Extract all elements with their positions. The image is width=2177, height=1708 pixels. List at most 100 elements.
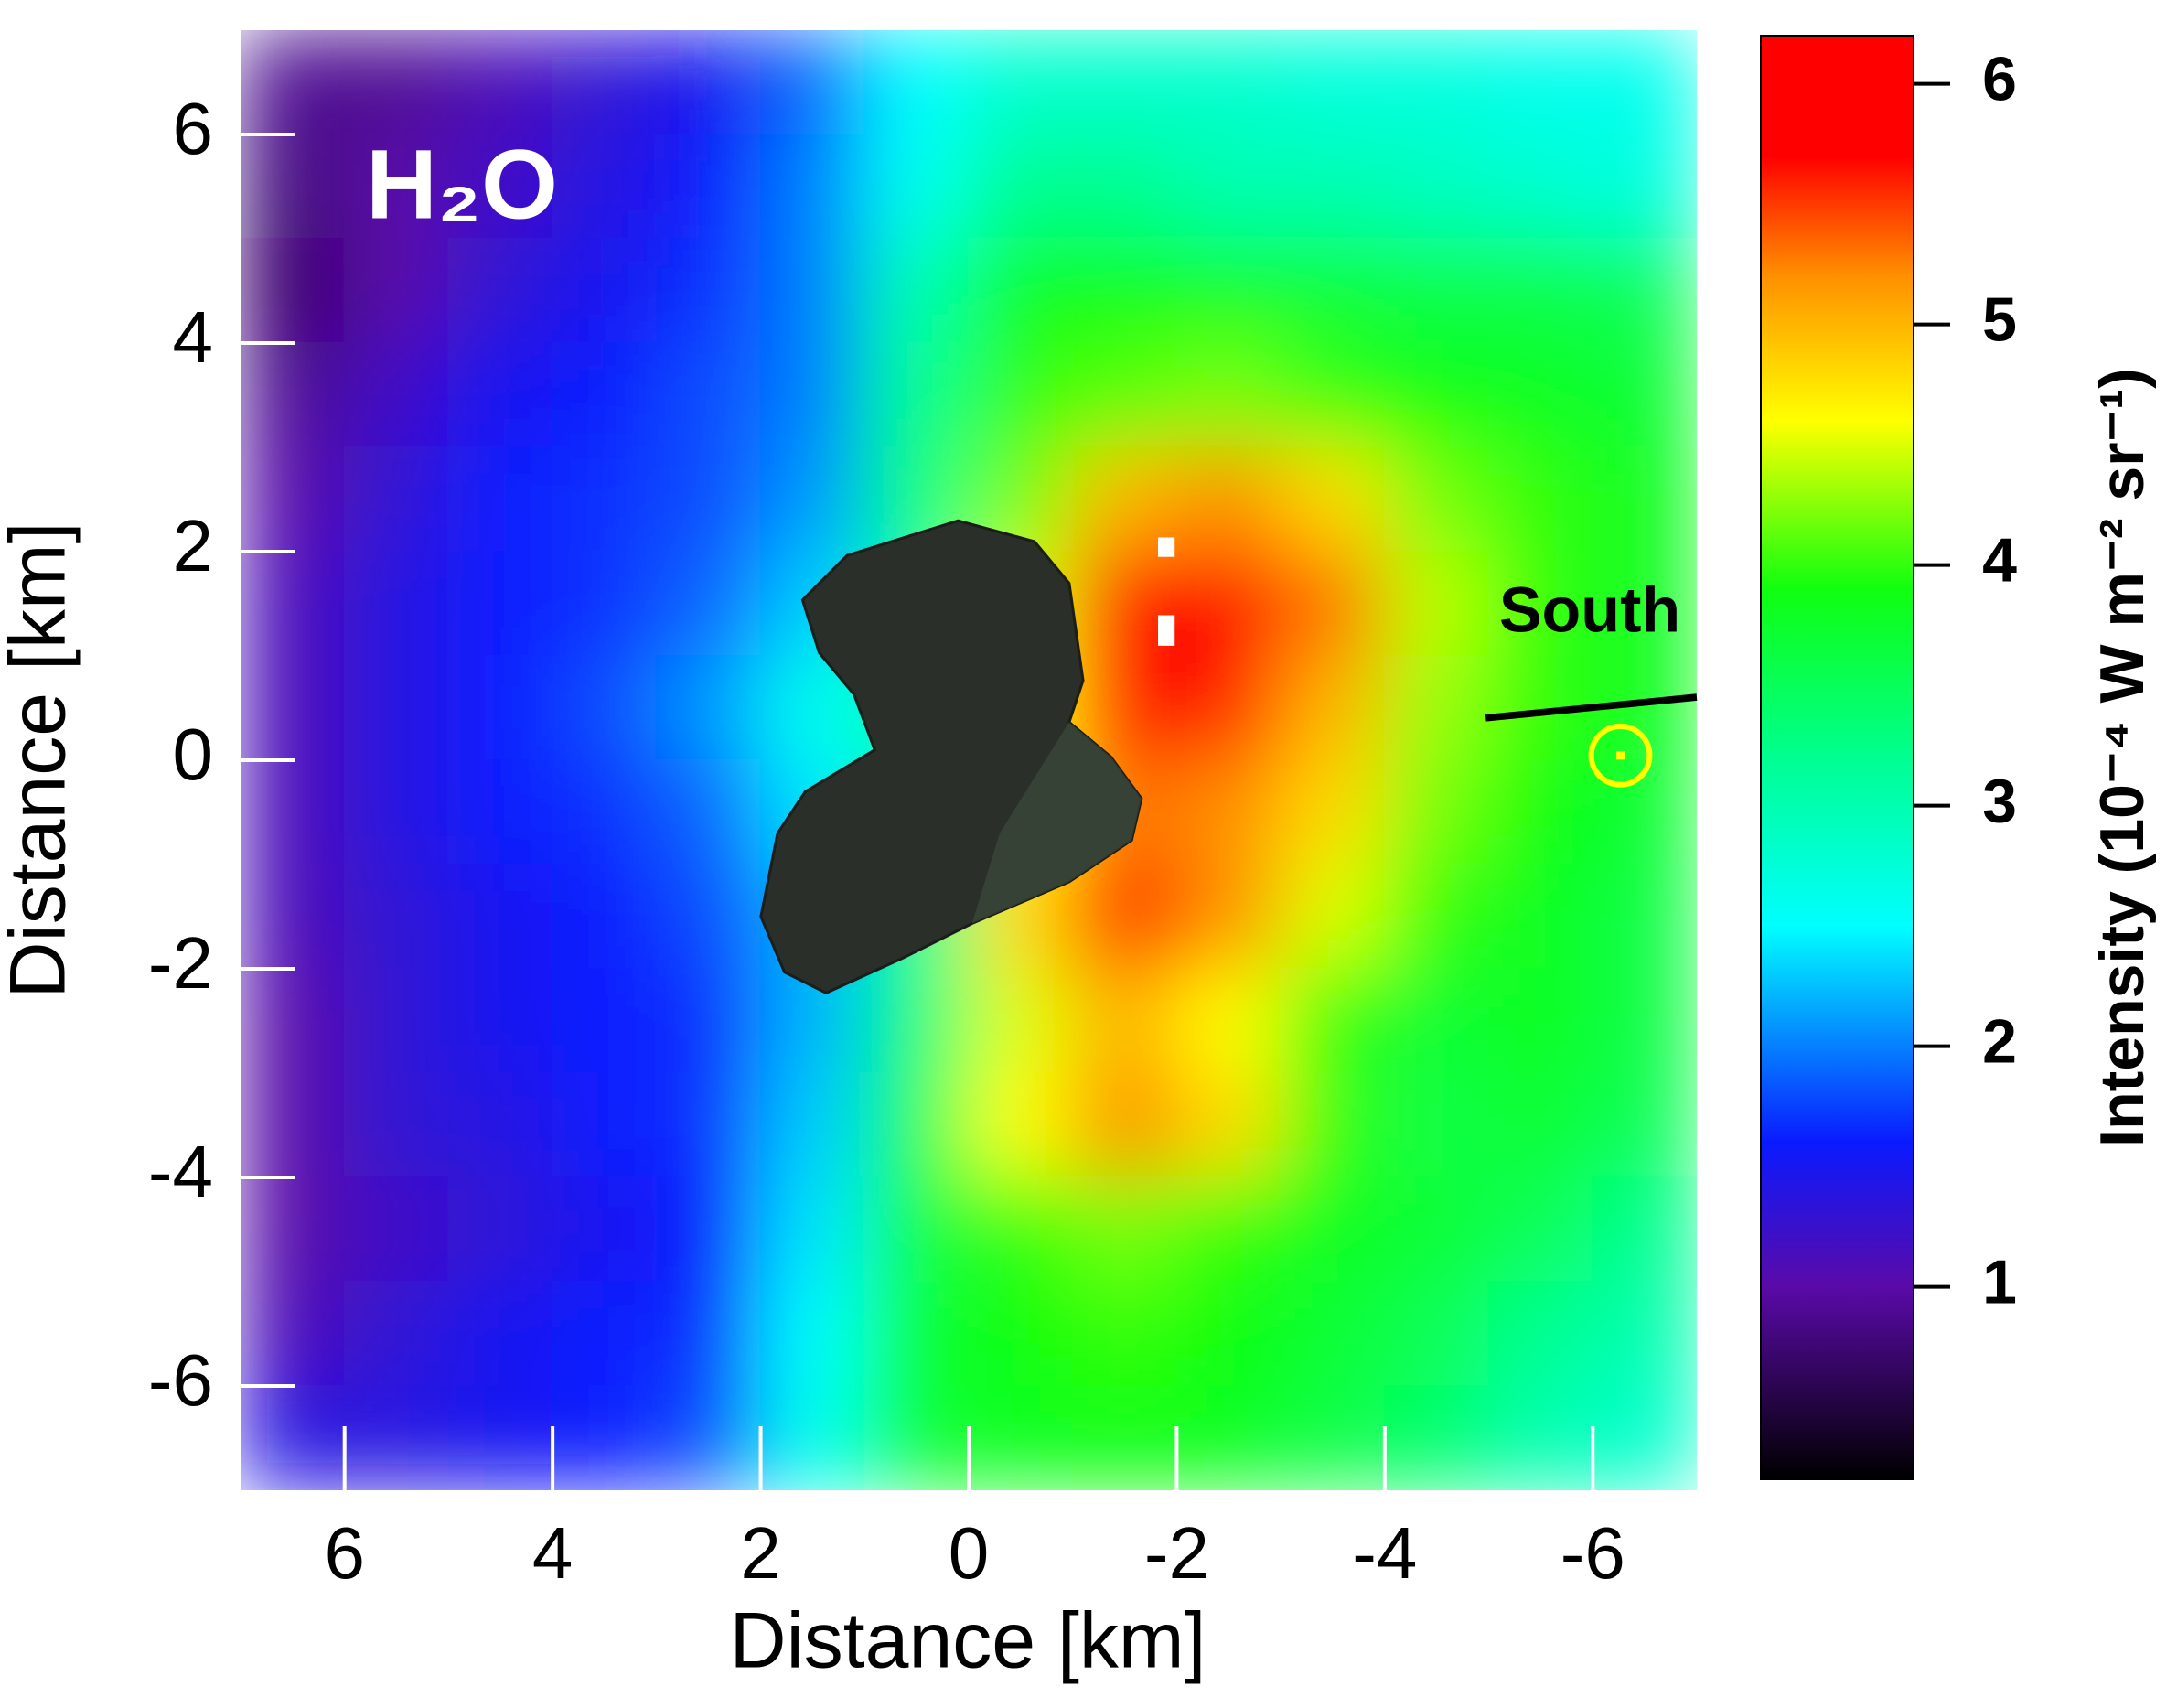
heat-cell (1175, 1385, 1282, 1490)
heat-cell (552, 551, 658, 657)
heat-cell (1592, 1385, 1697, 1490)
x-tick-label: -6 (1560, 1512, 1625, 1594)
heat-cell (447, 864, 554, 970)
heat-cell (447, 759, 554, 865)
heat-cell (1071, 864, 1178, 970)
y-tick-label: 0 (173, 714, 214, 795)
heat-cell (759, 342, 866, 448)
heat-cell (552, 759, 658, 865)
heat-cell (1175, 134, 1282, 240)
heat-cell (863, 968, 970, 1074)
heat-cell (343, 1385, 450, 1490)
heat-cell (1487, 759, 1594, 865)
heat-cell (1280, 1072, 1386, 1178)
heat-cell (552, 1385, 658, 1490)
heat-cell (1487, 1176, 1594, 1283)
heat-cell (1071, 1385, 1178, 1490)
heat-cell (1592, 1281, 1697, 1387)
heat-cell (968, 1281, 1074, 1387)
species-label: H₂O (366, 129, 558, 240)
heat-cell (759, 1072, 866, 1178)
heat-cell (1383, 134, 1490, 240)
heat-cell (1383, 238, 1490, 344)
heat-cell (863, 1176, 970, 1283)
heat-cell (759, 1281, 866, 1387)
heat-cell (1175, 1072, 1282, 1178)
heat-cell (447, 1281, 554, 1387)
heat-cell (552, 238, 658, 344)
heat-cell (1071, 446, 1178, 553)
heat-cell (1175, 655, 1282, 761)
x-tick-label: 4 (532, 1512, 574, 1594)
heat-cell (1592, 342, 1697, 448)
heat-cell (1071, 1281, 1178, 1387)
heat-cell (968, 968, 1074, 1074)
heat-cell (968, 30, 1074, 135)
heat-cell (343, 446, 450, 553)
heat-cell (343, 134, 450, 240)
heat-cell (1383, 446, 1490, 553)
heat-cell (655, 1072, 762, 1178)
heat-cell (1487, 30, 1594, 135)
heat-cell (1383, 342, 1490, 448)
heat-cell (552, 446, 658, 553)
heat-cell (1280, 1281, 1386, 1387)
sun-symbol (1588, 723, 1653, 788)
heat-cell (1280, 759, 1386, 865)
heat-cell (447, 551, 554, 657)
heat-cell (1071, 968, 1178, 1074)
white-pixel (1158, 537, 1175, 557)
heat-cell (1383, 1281, 1490, 1387)
heat-cell (655, 551, 762, 657)
south-label: South (1499, 574, 1680, 645)
x-tick-label: -2 (1144, 1512, 1209, 1594)
white-pixel (1158, 615, 1175, 646)
heat-cell (655, 1176, 762, 1283)
heat-cell (1280, 134, 1386, 240)
x-tick-label: 2 (740, 1512, 781, 1594)
heat-cell (1280, 446, 1386, 553)
heat-cell (968, 342, 1074, 448)
heat-cell (1383, 1072, 1490, 1178)
heat-cell (759, 1385, 866, 1490)
heat-cell (1280, 238, 1386, 344)
heat-cell (343, 759, 450, 865)
x-tick-label: 0 (949, 1512, 990, 1594)
heat-cell (863, 1385, 970, 1490)
heat-cell (343, 551, 450, 657)
heat-cell (1592, 759, 1697, 865)
heat-cell (343, 1281, 450, 1387)
y-tick-label: 2 (173, 505, 214, 586)
colorbar-tick-label: 3 (1982, 767, 2017, 836)
heat-cell (655, 1281, 762, 1387)
heatmap (241, 30, 1697, 1490)
heat-cell (863, 30, 970, 135)
heat-cell (759, 30, 866, 135)
heat-cell (759, 1176, 866, 1283)
heat-cell (1280, 342, 1386, 448)
heat-cell (1071, 1176, 1178, 1283)
heat-cell (1487, 1385, 1594, 1490)
x-tick-label: -4 (1352, 1512, 1417, 1594)
heat-cell (1071, 342, 1178, 448)
heat-cell (447, 968, 554, 1074)
heat-cell (655, 1385, 762, 1490)
heat-cell (759, 446, 866, 553)
heat-cell (1487, 446, 1594, 553)
heat-cell (447, 238, 554, 344)
heat-cell (552, 1072, 658, 1178)
heat-cell (1280, 968, 1386, 1074)
heat-cell (968, 1385, 1074, 1490)
heat-cell (1487, 968, 1594, 1074)
heat-cell (655, 968, 762, 1074)
heat-cell (552, 1281, 658, 1387)
heat-cell (447, 1072, 554, 1178)
heat-cell (241, 30, 346, 135)
heat-cell (1175, 342, 1282, 448)
heat-cell (1175, 30, 1282, 135)
colorbar-label: Intensity (10⁻⁴ W m⁻² sr⁻¹) (2087, 368, 2157, 1147)
heat-cell (1592, 134, 1697, 240)
x-tick-label: 6 (324, 1512, 365, 1594)
heat-cell (552, 134, 658, 240)
